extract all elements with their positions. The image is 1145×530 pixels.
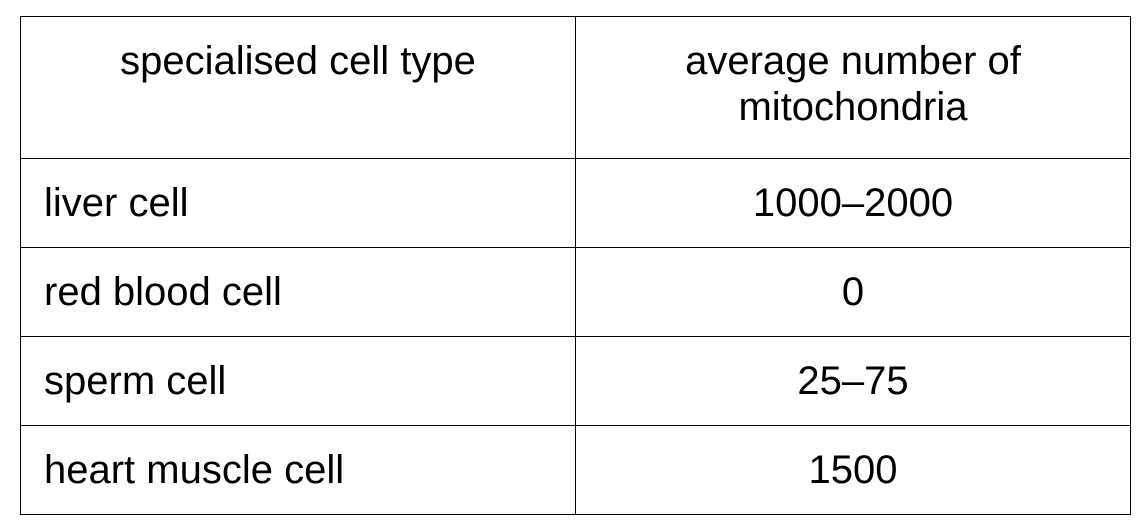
table-row: liver cell 1000–2000 xyxy=(20,158,1131,248)
header-cell-type: specialised cell type xyxy=(20,16,576,159)
cell-type-value: liver cell xyxy=(20,158,576,248)
header-mitochondria-count-label: average number of mitochondria xyxy=(685,39,1021,129)
cell-type-value: red blood cell xyxy=(20,247,576,337)
mitochondria-table: specialised cell type average number of … xyxy=(20,16,1131,515)
table-header-row: specialised cell type average number of … xyxy=(20,16,1131,159)
header-cell-type-label: specialised cell type xyxy=(120,39,476,83)
header-mitochondria-count: average number of mitochondria xyxy=(575,16,1131,159)
mitochondria-count-value: 1000–2000 xyxy=(575,158,1131,248)
mitochondria-count-value: 25–75 xyxy=(575,336,1131,426)
cell-type-value: sperm cell xyxy=(20,336,576,426)
table-row: sperm cell 25–75 xyxy=(20,336,1131,426)
mitochondria-count-value: 0 xyxy=(575,247,1131,337)
cell-type-value: heart muscle cell xyxy=(20,425,576,515)
mitochondria-count-value: 1500 xyxy=(575,425,1131,515)
table-row: heart muscle cell 1500 xyxy=(20,425,1131,515)
table-row: red blood cell 0 xyxy=(20,247,1131,337)
